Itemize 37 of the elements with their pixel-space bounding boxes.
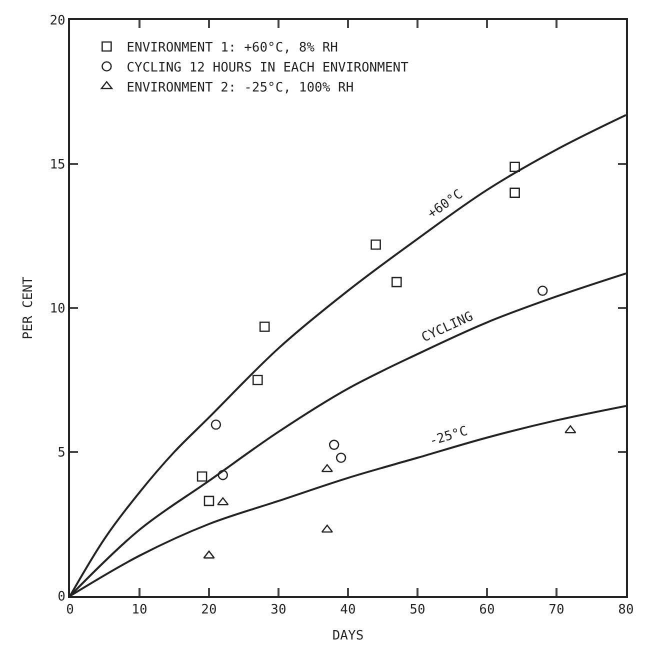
x-axis-title: DAYS: [332, 628, 364, 644]
point: [537, 286, 548, 296]
point: [328, 440, 340, 450]
point: [564, 425, 576, 434]
point: [370, 239, 381, 250]
text: -25°C: [428, 424, 470, 450]
point: [259, 322, 270, 332]
legend-label: ENVIRONMENT 1: +60°C, 8% RH: [126, 40, 338, 56]
x-tick-label: 70: [548, 602, 564, 618]
point: [210, 419, 222, 430]
y-tick-label: 20: [50, 14, 66, 29]
point: [392, 276, 402, 288]
y-tick-label: 15: [50, 158, 66, 173]
point: [204, 496, 214, 506]
x-tick-label: 80: [618, 602, 634, 618]
point: [336, 452, 346, 463]
point: [321, 524, 333, 533]
point: [510, 188, 520, 198]
point: [217, 497, 229, 506]
point: [321, 464, 333, 472]
x-tick-label: 60: [479, 602, 495, 618]
point: [252, 374, 263, 386]
point: [510, 162, 520, 172]
y-tick-label: 0: [58, 590, 66, 605]
x-tick-label: 40: [340, 602, 356, 618]
legend-label: ENVIRONMENT 2: -25°C, 100% RH: [126, 80, 354, 96]
point: [203, 550, 215, 559]
legend-label: CYCLING 12 HOURS IN EACH ENVIRONMENT: [126, 60, 409, 76]
y-axis-title: PER CENT: [21, 276, 36, 340]
x-tick-label: 20: [201, 602, 217, 618]
x-tick-label: 10: [132, 602, 148, 618]
y-tick-label: 10: [50, 302, 66, 317]
y-tick-label: 5: [58, 446, 66, 461]
x-tick-label: 30: [270, 602, 286, 618]
point: [196, 471, 208, 482]
point: [218, 470, 228, 480]
x-tick-label: 50: [410, 602, 426, 618]
